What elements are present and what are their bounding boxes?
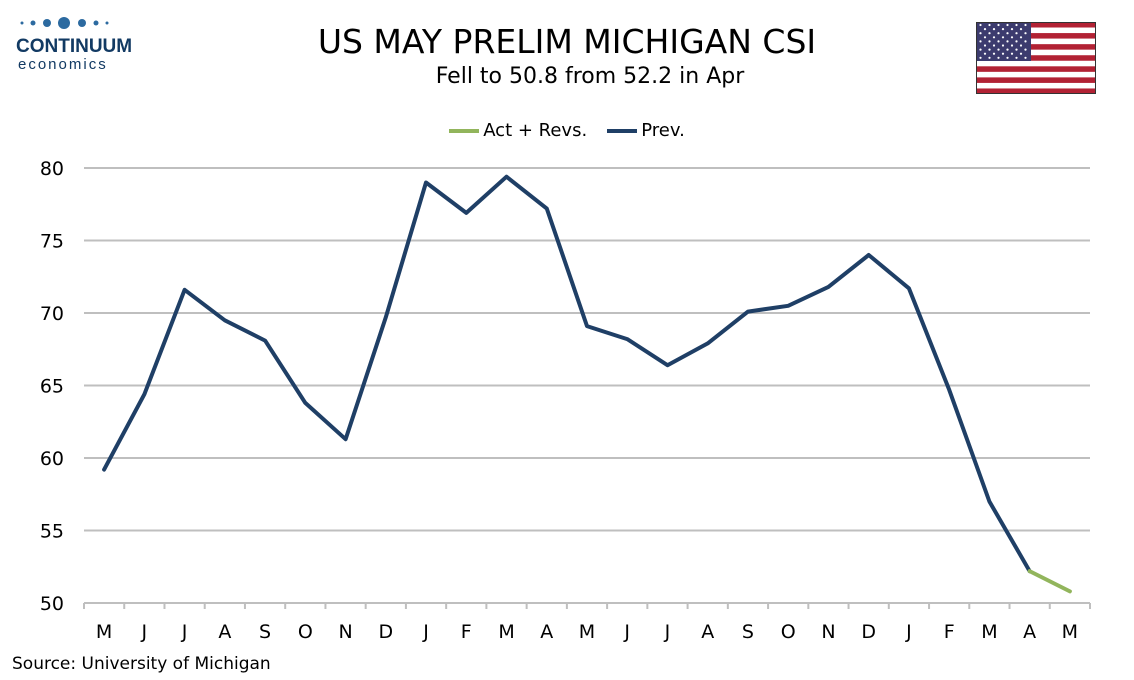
legend-label-prev: Prev. [641,120,685,141]
logo-dots-icon [20,17,109,29]
x-tick-label: J [422,621,429,643]
us-flag-icon [976,22,1096,94]
y-tick-label: 70 [40,303,64,325]
legend-swatch-act-revs [449,128,480,133]
x-tick-label: M [96,621,112,643]
x-tick-label: O [298,621,313,643]
y-tick-label: 50 [40,593,64,615]
x-tick-label: J [905,621,912,643]
x-tick-label: A [701,621,714,643]
x-tick-label: J [664,621,671,643]
x-tick-label: M [1062,621,1078,643]
logo-name: CONTINUUM [16,36,133,57]
x-tick-label: D [378,621,393,643]
x-tick-label: S [742,621,754,643]
chart-subtitle: Fell to 50.8 from 52.2 in Apr [435,64,745,89]
x-tick-label: J [181,621,188,643]
x-tick-label: J [623,621,630,643]
x-tick-label: F [944,621,955,643]
source-note: Source: University of Michigan [12,654,271,674]
x-tick-label: O [781,621,796,643]
continuum-economics-logo: CONTINUUM economics [12,14,142,74]
y-tick-label: 65 [40,376,64,398]
y-tick-label: 75 [40,231,64,253]
x-tick-label: M [981,621,997,643]
legend-label-act-revs: Act + Revs. [483,120,588,141]
x-tick-label: A [1023,621,1036,643]
x-tick-label: A [218,621,231,643]
x-tick-label: N [821,621,835,643]
y-tick-label: 60 [40,448,64,470]
chart-title: US MAY PRELIM MICHIGAN CSI [317,22,817,61]
chart-legend: Act + Revs. Prev. [0,120,1134,141]
x-tick-label: A [540,621,553,643]
logo-subtitle: economics [18,56,108,73]
x-tick-label: M [498,621,514,643]
x-tick-label: M [579,621,595,643]
legend-item-act-revs: Act + Revs. [449,120,587,141]
x-tick-label: S [259,621,271,643]
x-tick-label: F [461,621,472,643]
legend-item-prev: Prev. [607,120,685,141]
x-tick-label: J [141,621,148,643]
series-line-prev [102,174,1032,574]
y-tick-label: 55 [40,521,64,543]
y-tick-label: 80 [40,158,64,180]
legend-swatch-prev [607,128,638,133]
x-tick-label: D [861,621,876,643]
x-tick-label: N [338,621,352,643]
series-line-act-revs [1027,569,1072,594]
